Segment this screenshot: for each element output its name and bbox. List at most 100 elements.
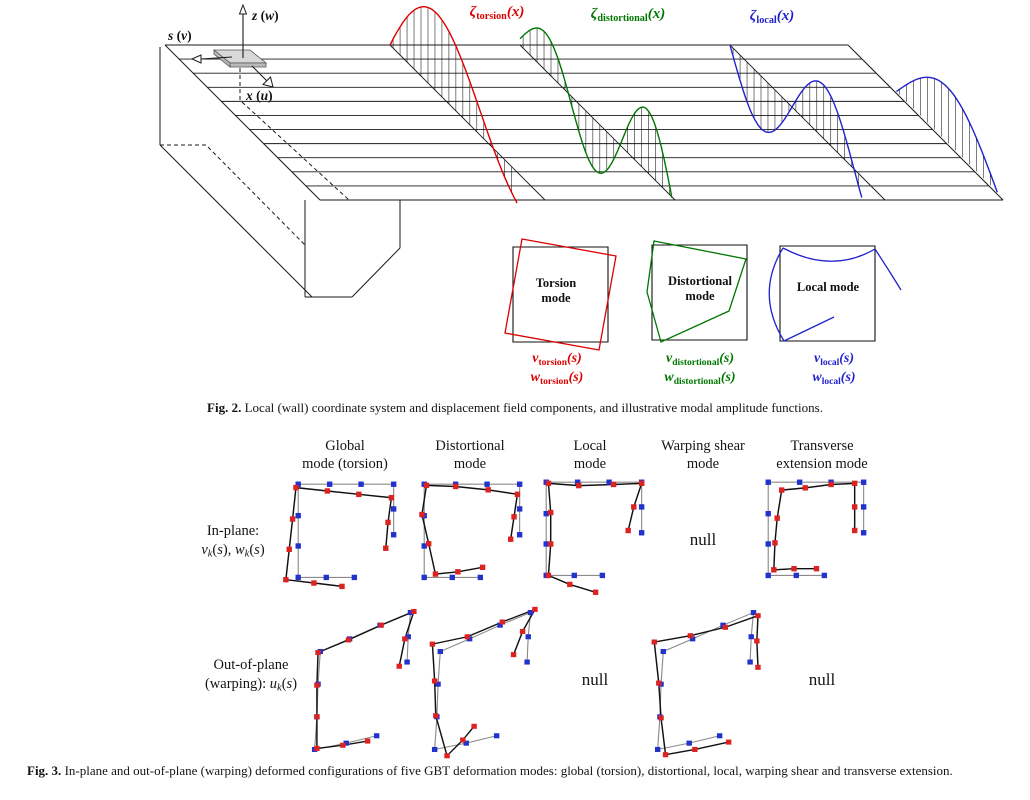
fig3-row-label-2: Out-of-plane (warping): uk(s) [204, 657, 298, 694]
fig3-cell-inplane-distortional [419, 481, 523, 581]
deformed-node [755, 613, 761, 619]
fig2-caption: Fig. 2. Local (wall) coordinate system a… [0, 400, 1030, 416]
axis-label-z: z (w) [251, 8, 279, 23]
undeformed-node [484, 481, 490, 487]
deformed-node [452, 483, 459, 490]
deformed-outline [431, 608, 537, 758]
torsion-mode-box-amplitude-label-v: vtorsion(s) [532, 351, 582, 368]
deformed-node [576, 482, 582, 489]
fig3-caption-label: Fig. 3. [27, 763, 62, 778]
undeformed-node [821, 572, 828, 579]
zeta-label-torsion: ζtorsion(x) [470, 4, 525, 22]
deformed-node [828, 481, 834, 488]
undeformed-node [716, 733, 723, 739]
undeformed-node [796, 479, 803, 485]
local-mode-box-frame [779, 245, 876, 342]
deformed-node [778, 487, 785, 493]
deformed-node [754, 638, 760, 644]
deformed-node [426, 541, 432, 547]
deformed-node [286, 546, 292, 553]
deformed-node [507, 536, 514, 542]
deformed-node [851, 504, 858, 510]
deformed-outline [421, 484, 519, 575]
axis-arrowhead [262, 76, 274, 88]
undeformed-node [449, 574, 455, 581]
undeformed-node [765, 510, 771, 517]
undeformed-node [750, 610, 757, 616]
deformed-node [725, 739, 732, 745]
fig3-column-header-4: Warping shear mode [661, 438, 745, 472]
undeformed-node [390, 532, 397, 538]
deformed-node [471, 723, 477, 729]
deformed-node [339, 583, 345, 590]
undeformed-outline [423, 483, 521, 578]
undeformed-node [654, 746, 661, 752]
torsion-mode-box-amplitude-label-w: wtorsion(s) [531, 370, 584, 387]
deformed-node [388, 495, 395, 501]
fig3-column-header-2: Distortional mode [435, 438, 505, 472]
undeformed-outline [767, 481, 865, 576]
deformed-node [692, 746, 698, 752]
fig3-column-header-3: Local mode [573, 438, 607, 472]
undeformed-node [493, 733, 500, 739]
undeformed-node [765, 541, 771, 547]
undeformed-node [860, 504, 867, 510]
deformed-node [802, 485, 808, 491]
deformed-node [548, 541, 554, 547]
deformed-node [485, 487, 491, 493]
fig3-cell-outplane-global [311, 608, 417, 752]
deformed-node [722, 624, 728, 630]
amplitude-curve-1 [519, 27, 673, 198]
deformed-node [545, 572, 552, 579]
member-edge [207, 146, 306, 246]
deformed-node [444, 753, 450, 759]
axis-line [200, 56, 233, 60]
undeformed-node [516, 506, 523, 512]
fig3-cell-outplane-warping-shear [651, 610, 761, 758]
undeformed-node [437, 648, 443, 655]
fig2-caption-label: Fig. 2. [207, 400, 242, 415]
fig2-member-diagram: ζtorsion(x) ζdistortional(x) ζlocal(x) z (w… [159, 3, 1004, 387]
deformed-node [662, 752, 669, 758]
fig3-row-label-1: In-plane: vk(s), wk(s) [201, 523, 265, 560]
deformed-node [455, 569, 461, 575]
fig3-cell-inplane-global [283, 481, 397, 590]
amplitude-curve-0 [389, 5, 518, 204]
deformed-node [356, 491, 362, 498]
zeta-label-local: ζlocal(x) [750, 8, 795, 26]
undeformed-node [421, 574, 427, 581]
undeformed-node [748, 634, 754, 640]
member-edge [351, 247, 401, 298]
deformed-outline [316, 610, 416, 750]
undeformed-node [571, 572, 577, 579]
deformed-node [656, 680, 662, 686]
undeformed-node [497, 622, 503, 628]
undeformed-node [543, 541, 549, 547]
fig3-caption: Fig. 3. In-plane and out-of-plane (warpi… [27, 763, 1003, 779]
deformed-node [289, 516, 296, 522]
undeformed-node [358, 481, 364, 487]
amplitude-baseline [389, 44, 546, 201]
undeformed-node [638, 530, 645, 536]
deformed-node [658, 715, 664, 721]
deformed-node [610, 481, 617, 488]
fig3-column-header-1: Global mode (torsion) [302, 438, 388, 472]
deformed-node [432, 571, 439, 577]
undeformed-node [477, 574, 484, 581]
deformed-node [283, 576, 289, 583]
deformed-node [479, 564, 486, 571]
undeformed-node [431, 746, 438, 752]
undeformed-node [343, 740, 349, 746]
fig3-column-header-5: Transverse extension mode [776, 438, 868, 472]
torsion-mode-box-frame [512, 246, 609, 343]
amplitude-baseline [729, 44, 886, 201]
deformed-node [431, 678, 438, 684]
local-mode-box-deformed-shape [768, 247, 785, 342]
torsion-mode-box-deformed-shape [504, 238, 617, 351]
deformed-node [311, 580, 317, 586]
undeformed-node [390, 506, 397, 512]
axis-label-x: x (u) [245, 88, 273, 103]
local-mode-box-deformed-shape [782, 247, 876, 262]
amplitude-baseline [519, 44, 676, 201]
undeformed-node [407, 610, 414, 616]
